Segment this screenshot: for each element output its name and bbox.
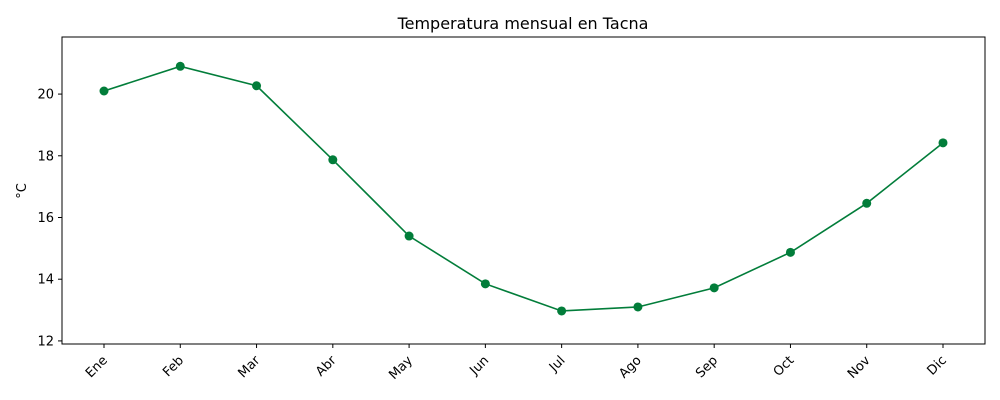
data-point	[480, 279, 490, 289]
data-point	[938, 138, 948, 148]
y-tick-label: 12	[37, 334, 54, 349]
chart-title: Temperatura mensual en Tacna	[397, 14, 649, 33]
data-point	[557, 306, 567, 316]
plot-area	[61, 36, 986, 345]
series-layer	[99, 61, 948, 316]
series-line	[103, 65, 944, 312]
data-point	[709, 283, 719, 293]
data-point	[633, 302, 643, 312]
y-axis-label: °C	[15, 183, 30, 199]
y-tick-label: 16	[37, 211, 54, 226]
data-point	[785, 247, 795, 257]
data-point	[252, 81, 262, 91]
data-point	[862, 198, 872, 208]
y-tick-label: 20	[37, 88, 54, 103]
data-point	[404, 231, 414, 241]
y-tick-label: 18	[37, 149, 54, 164]
y-tick-label: 14	[37, 273, 54, 288]
y-axis: 12 14 16 18 20	[37, 88, 62, 349]
data-point	[328, 155, 338, 165]
data-point	[99, 86, 109, 96]
data-point	[175, 61, 185, 71]
